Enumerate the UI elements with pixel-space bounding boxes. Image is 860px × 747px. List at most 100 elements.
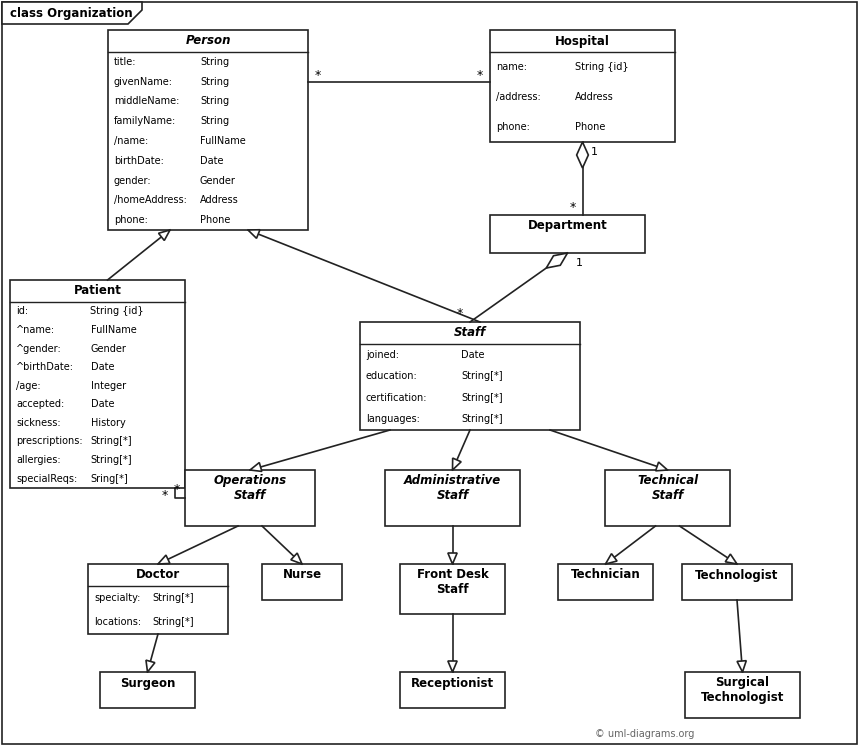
Bar [88, 564, 228, 634]
Text: Date: Date [461, 350, 485, 360]
Text: *: * [174, 483, 180, 497]
Text: specialReqs:: specialReqs: [16, 474, 77, 484]
Text: String {id}: String {id} [575, 62, 629, 72]
Text: Gender: Gender [90, 344, 126, 353]
Text: Technical
Staff: Technical Staff [637, 474, 698, 502]
Text: History: History [90, 418, 126, 428]
Text: Date: Date [90, 362, 114, 372]
Bar [185, 470, 315, 526]
Text: phone:: phone: [496, 122, 530, 132]
Text: Front Desk
Staff: Front Desk Staff [416, 568, 488, 596]
Polygon shape [577, 142, 588, 168]
Polygon shape [448, 661, 458, 672]
Text: middleName:: middleName: [114, 96, 180, 106]
Text: familyName:: familyName: [114, 117, 176, 126]
Text: String[*]: String[*] [461, 371, 503, 381]
Polygon shape [546, 253, 568, 268]
Text: Address: Address [575, 92, 614, 102]
Text: Nurse: Nurse [282, 568, 322, 581]
Text: 1: 1 [576, 258, 583, 268]
Text: id:: id: [16, 306, 28, 316]
Polygon shape [146, 660, 155, 672]
Text: Integer: Integer [90, 381, 126, 391]
Text: Administrative
Staff: Administrative Staff [404, 474, 501, 502]
Text: Technologist: Technologist [696, 568, 778, 581]
Bar [100, 672, 195, 708]
Text: /name:: /name: [114, 136, 148, 146]
Bar [400, 672, 505, 708]
Text: String[*]: String[*] [461, 393, 503, 403]
Text: Department: Department [528, 220, 607, 232]
Text: FullName: FullName [90, 325, 136, 335]
Text: education:: education: [366, 371, 418, 381]
Polygon shape [737, 660, 746, 672]
Bar [360, 322, 580, 430]
Polygon shape [725, 554, 737, 564]
Text: prescriptions:: prescriptions: [16, 436, 83, 447]
Text: Phone: Phone [200, 215, 230, 225]
Bar [685, 672, 800, 718]
Text: *: * [315, 69, 321, 81]
Text: Address: Address [200, 195, 239, 205]
Text: sickness:: sickness: [16, 418, 60, 428]
Text: String[*]: String[*] [90, 455, 132, 465]
Text: *: * [477, 69, 483, 81]
Polygon shape [2, 2, 142, 24]
Polygon shape [248, 230, 260, 238]
Text: *: * [457, 308, 464, 320]
Text: Surgical
Technologist: Surgical Technologist [701, 676, 784, 704]
Text: String: String [200, 57, 229, 67]
Polygon shape [250, 462, 261, 471]
Text: givenName:: givenName: [114, 77, 173, 87]
Text: /homeAddress:: /homeAddress: [114, 195, 187, 205]
Text: Doctor: Doctor [136, 568, 180, 581]
Text: certification:: certification: [366, 393, 427, 403]
Text: *: * [569, 200, 575, 214]
Text: ^birthDate:: ^birthDate: [16, 362, 74, 372]
Bar [490, 30, 675, 142]
Text: Receptionist: Receptionist [411, 677, 494, 689]
Bar [385, 470, 520, 526]
Text: locations:: locations: [94, 617, 141, 627]
Text: String: String [200, 96, 229, 106]
Text: Hospital: Hospital [555, 34, 610, 48]
Polygon shape [158, 555, 170, 564]
Text: String: String [200, 77, 229, 87]
Text: Phone: Phone [575, 122, 605, 132]
Bar [558, 564, 653, 600]
Text: birthDate:: birthDate: [114, 156, 164, 166]
Text: String[*]: String[*] [461, 415, 503, 424]
Text: Surgeon: Surgeon [120, 677, 175, 689]
Bar [262, 564, 342, 600]
Text: FullName: FullName [200, 136, 246, 146]
Text: /age:: /age: [16, 381, 40, 391]
Text: String {id}: String {id} [90, 306, 144, 316]
Text: String[*]: String[*] [90, 436, 132, 447]
Bar [10, 280, 185, 488]
Text: class Organization: class Organization [10, 7, 132, 19]
Text: Operations
Staff: Operations Staff [213, 474, 286, 502]
Text: ^name:: ^name: [16, 325, 55, 335]
Text: languages:: languages: [366, 415, 420, 424]
Polygon shape [452, 458, 461, 470]
Bar [605, 470, 730, 526]
Polygon shape [291, 553, 302, 564]
Text: /address:: /address: [496, 92, 541, 102]
Text: title:: title: [114, 57, 137, 67]
Text: *: * [162, 489, 168, 503]
Polygon shape [448, 553, 458, 564]
Text: String: String [200, 117, 229, 126]
Text: ^gender:: ^gender: [16, 344, 62, 353]
Text: 1: 1 [591, 147, 598, 157]
Text: String[*]: String[*] [152, 617, 194, 627]
Text: joined:: joined: [366, 350, 399, 360]
Text: phone:: phone: [114, 215, 148, 225]
Bar [400, 564, 505, 614]
Text: String[*]: String[*] [152, 593, 194, 603]
Bar [108, 30, 308, 230]
Text: Staff: Staff [454, 326, 486, 339]
Polygon shape [158, 230, 170, 241]
Bar [490, 215, 645, 253]
Text: gender:: gender: [114, 176, 151, 185]
Text: Gender: Gender [200, 176, 236, 185]
